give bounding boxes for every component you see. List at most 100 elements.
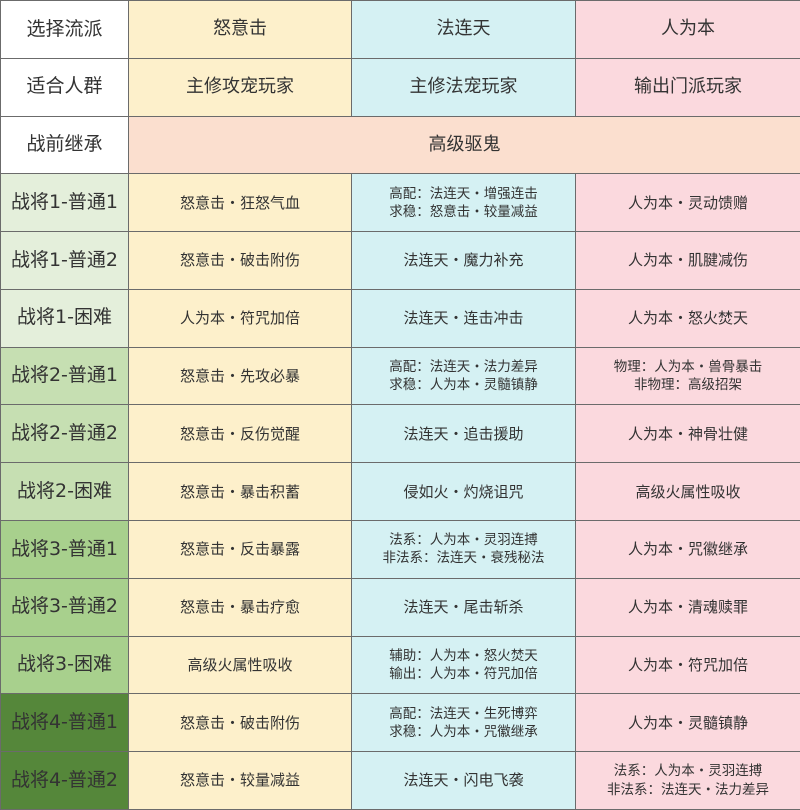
recommendation-cell: 怒意击・较量减益 [128,751,352,810]
recommendation-cell: 高级火属性吸收 [128,635,352,695]
recommendation-cell: 人为本・符咒加倍 [128,288,352,348]
recommendation-line: 法连天・尾击斩杀 [403,598,524,617]
suitable-cell: 主修攻宠玩家 [128,57,352,117]
recommendation-line: 法连天・连击冲击 [403,309,524,328]
recommendation-line: 高级火属性吸收 [187,655,293,674]
stage-row: 战将2-普通2 怒意击・反伤觉醒 法连天・追击援助 人为本・神骨壮健 [0,404,800,464]
recommendation-line: 怒意击・反击暴露 [179,540,300,559]
school-header-renweiben: 人为本 [575,0,800,59]
recommendation-line: 求稳：怒意击・较量减益 [389,203,538,220]
recommendation-line: 人为本・怒火焚天 [627,309,748,328]
recommendation-line: 人为本・符咒加倍 [179,309,300,328]
recommendation-line: 人为本・神骨壮健 [627,424,748,443]
recommendation-cell: 人为本・神骨壮健 [575,404,800,464]
recommendation-cell: 人为本・灵动馈赠 [575,173,800,233]
recommendation-line: 非法系：法连天・衰残秘法 [382,550,545,567]
recommendation-line: 高配：法连天・法力差异 [389,358,538,375]
recommendation-line: 人为本・肌腱减伤 [627,251,748,270]
stage-label: 战将1-普通1 [0,173,129,233]
recommendation-cell: 高配：法连天・法力差异 求稳：人为本・灵髓镇静 [351,346,576,406]
stage-row: 战将3-困难 高级火属性吸收 辅助：人为本・怒火焚天 输出：人为本・符咒加倍 人为本・符… [0,635,800,695]
recommendation-cell: 高配：法连天・增强连击 求稳：怒意击・较量减益 [351,173,576,233]
recommendation-line: 怒意击・破击附伤 [179,713,300,732]
recommendation-line: 怒意击・先攻必暴 [179,366,300,385]
stage-row: 战将1-困难 人为本・符咒加倍 法连天・连击冲击 人为本・怒火焚天 [0,288,800,348]
recommendation-line: 高配：法连天・增强连击 [389,185,538,202]
recommendation-cell: 法连天・连击冲击 [351,288,576,348]
recommendation-line: 法连天・闪电飞袭 [403,771,524,790]
stage-row: 战将3-普通1 怒意击・反击暴露 法系：人为本・灵羽连搏 非法系：法连天・衰残秘法 人为… [0,520,800,579]
recommendation-cell: 怒意击・反击暴露 [128,520,352,579]
stage-label: 战将1-普通2 [0,231,129,290]
recommendation-line: 侵如火・灼烧诅咒 [403,482,524,501]
recommendation-cell: 法系：人为本・灵羽连搏 非法系：法连天・法力差异 [575,751,800,810]
recommendation-cell: 怒意击・反伤觉醒 [128,404,352,464]
recommendation-cell: 高配：法连天・生死博弈 求稳：人为本・咒徽继承 [351,693,576,753]
recommendation-line: 物理：人为本・兽骨暴击 [613,358,763,375]
stage-row: 战将3-普通2 怒意击・暴击疗愈 法连天・尾击斩杀 人为本・清魂赎罪 [0,577,800,637]
stage-label: 战将3-普通1 [0,520,129,579]
recommendation-cell: 辅助：人为本・怒火焚天 输出：人为本・符咒加倍 [351,635,576,695]
recommendation-line: 输出：人为本・符咒加倍 [389,665,538,682]
recommendation-cell: 怒意击・暴击疗愈 [128,577,352,637]
recommendation-line: 人为本・清魂赎罪 [627,598,748,617]
stage-label: 战将3-困难 [0,635,129,695]
stage-row: 战将1-普通1 怒意击・狂怒气血 高配：法连天・增强连击 求稳：怒意击・较量减益 人为本… [0,173,800,233]
recommendation-line: 怒意击・反伤觉醒 [179,424,300,443]
school-header-falian: 法连天 [351,0,576,59]
recommendation-line: 求稳：人为本・咒徽继承 [389,723,538,740]
stage-label: 战将2-普通1 [0,346,129,406]
recommendation-line: 非法系：法连天・法力差异 [607,781,769,798]
recommendation-line: 人为本・符咒加倍 [627,655,748,674]
recommendation-cell: 怒意击・先攻必暴 [128,346,352,406]
recommendation-cell: 人为本・清魂赎罪 [575,577,800,637]
recommendation-line: 怒意击・暴击积蓄 [179,482,300,501]
recommendation-cell: 法连天・闪电飞袭 [351,751,576,810]
recommendation-cell: 人为本・咒徽继承 [575,520,800,579]
recommendation-line: 人为本・灵髓镇静 [627,713,748,732]
recommendation-cell: 人为本・符咒加倍 [575,635,800,695]
inherit-row: 战前继承 高级驱鬼 [0,115,800,175]
recommendation-line: 法连天・追击援助 [403,424,524,443]
stage-row: 战将4-普通2 怒意击・较量减益 法连天・闪电飞袭 法系：人为本・灵羽连搏 非法系：法连… [0,751,800,810]
suitable-label: 适合人群 [0,57,129,117]
recommendation-line: 非物理：高级招架 [634,377,742,394]
suitable-cell: 输出门派玩家 [575,57,800,117]
recommendation-cell: 人为本・怒火焚天 [575,288,800,348]
stage-row: 战将1-普通2 怒意击・破击附伤 法连天・魔力补充 人为本・肌腱减伤 [0,231,800,290]
recommendation-cell: 人为本・肌腱减伤 [575,231,800,290]
recommendation-cell: 物理：人为本・兽骨暴击 非物理：高级招架 [575,346,800,406]
recommendation-line: 法系：人为本・灵羽连搏 [613,763,763,780]
recommendation-cell: 怒意击・狂怒气血 [128,173,352,233]
recommendation-cell: 高级火属性吸收 [575,462,800,522]
stage-label: 战将4-普通2 [0,751,129,810]
school-header-nuyiji: 怒意击 [128,0,352,59]
recommendation-cell: 怒意击・暴击积蓄 [128,462,352,522]
recommendation-cell: 法系：人为本・灵羽连搏 非法系：法连天・衰残秘法 [351,520,576,579]
recommendation-cell: 怒意击・破击附伤 [128,693,352,753]
recommendation-line: 人为本・咒徽继承 [627,540,748,559]
recommendation-line: 人为本・灵动馈赠 [627,193,748,212]
header-row: 选择流派 怒意击 法连天 人为本 [0,0,800,59]
suitable-row: 适合人群 主修攻宠玩家 主修法宠玩家 输出门派玩家 [0,57,800,117]
recommendation-line: 辅助：人为本・怒火焚天 [389,647,538,664]
recommendation-line: 怒意击・狂怒气血 [179,193,300,212]
recommendation-cell: 法连天・尾击斩杀 [351,577,576,637]
recommendation-line: 怒意击・暴击疗愈 [179,598,300,617]
recommendation-cell: 法连天・魔力补充 [351,231,576,290]
recommendation-cell: 怒意击・破击附伤 [128,231,352,290]
recommendation-line: 怒意击・较量减益 [179,771,300,790]
stage-row: 战将4-普通1 怒意击・破击附伤 高配：法连天・生死博弈 求稳：人为本・咒徽继承 人为本… [0,693,800,753]
recommendation-line: 高级火属性吸收 [635,482,741,501]
inherit-value: 高级驱鬼 [128,115,800,175]
recommendation-line: 法系：人为本・灵羽连搏 [389,532,538,549]
recommendation-line: 求稳：人为本・灵髓镇静 [389,377,538,394]
inherit-label: 战前继承 [0,115,129,175]
recommendation-line: 法连天・魔力补充 [403,251,524,270]
stage-label: 战将2-困难 [0,462,129,522]
recommendation-cell: 法连天・追击援助 [351,404,576,464]
header-label: 选择流派 [0,0,129,59]
stage-label: 战将1-困难 [0,288,129,348]
stage-label: 战将2-普通2 [0,404,129,464]
